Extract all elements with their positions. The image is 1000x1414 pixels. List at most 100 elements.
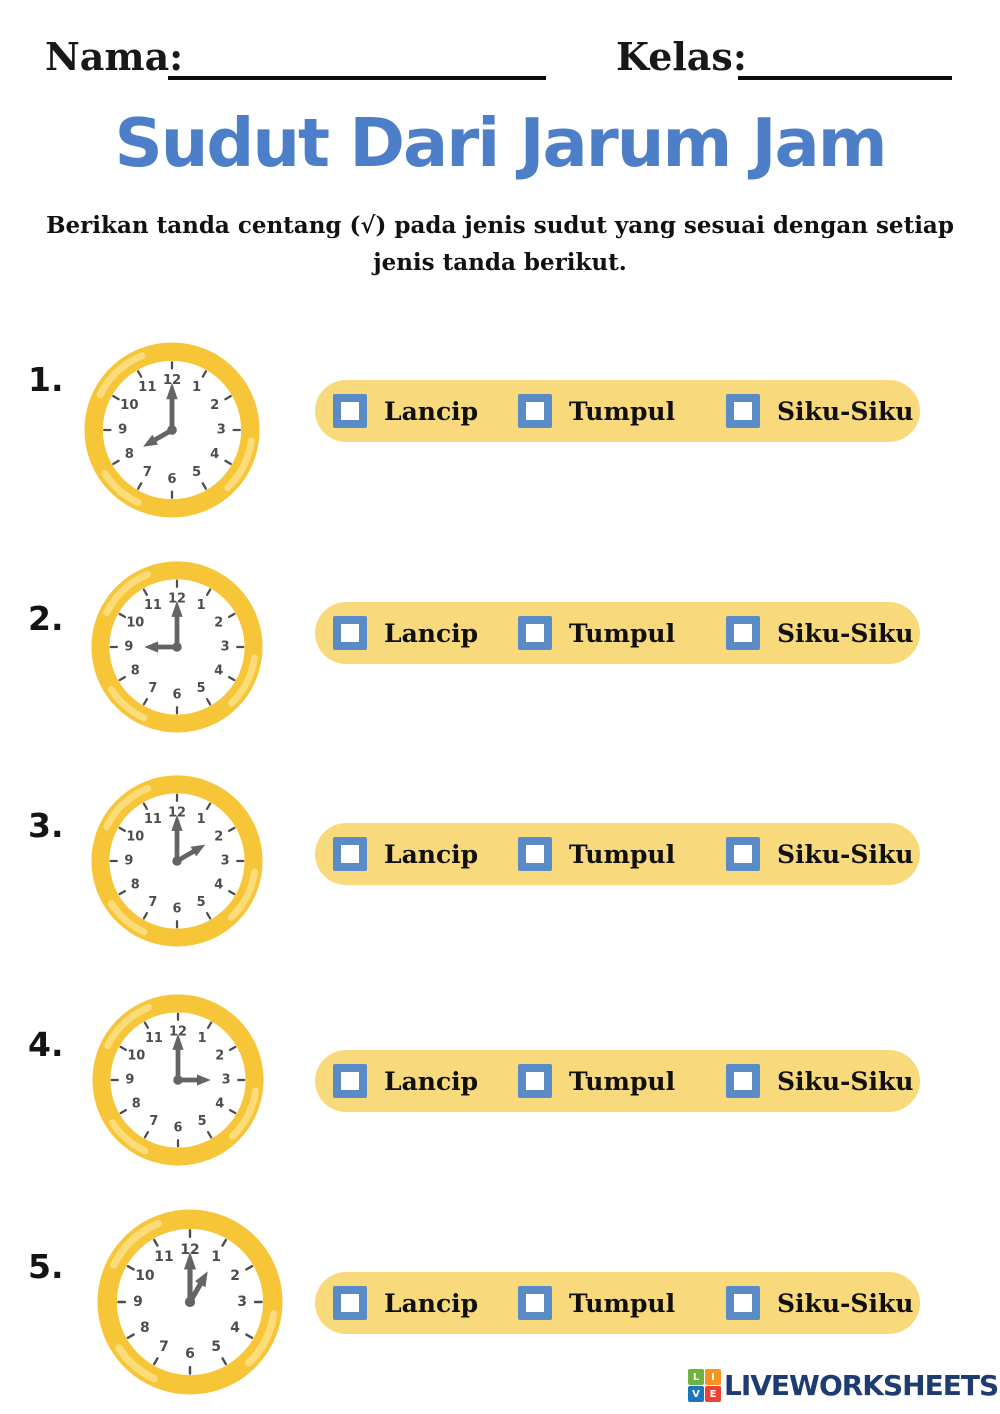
option-label-siku-siku: Siku-Siku: [777, 1066, 914, 1096]
instructions-line-1: Berikan tanda centang (√) pada jenis sud…: [46, 212, 954, 239]
question-row-5: 5. 1 2 3 4 5 6 7 8 9 10 11 12 Lancip Tumpul Siku-Si…: [0, 1209, 1000, 1414]
question-row-1: 1. 1 2 3 4 5 6 7 8 9 10 11 12 Lancip Tumpul Siku-Si…: [0, 342, 1000, 562]
option-lancip: Lancip: [333, 1050, 478, 1112]
option-siku-siku: Siku-Siku: [726, 602, 913, 664]
answer-bar-1: Lancip Tumpul Siku-Siku: [315, 380, 920, 442]
checkbox-lancip-q4[interactable]: [333, 1064, 367, 1098]
svg-text:10: 10: [126, 615, 144, 630]
question-number-3: 3.: [28, 806, 64, 845]
checkbox-siku-siku-q4[interactable]: [726, 1064, 760, 1098]
clock-2: 1 2 3 4 5 6 7 8 9 10 11 12: [91, 561, 263, 733]
option-tumpul: Tumpul: [518, 1272, 675, 1334]
svg-text:6: 6: [167, 472, 176, 487]
svg-text:3: 3: [221, 854, 230, 869]
answer-bar-3: Lancip Tumpul Siku-Siku: [315, 823, 920, 885]
answer-bar-4: Lancip Tumpul Siku-Siku: [315, 1050, 920, 1112]
checkbox-lancip-q5[interactable]: [333, 1286, 367, 1320]
checkbox-siku-siku-q3[interactable]: [726, 837, 760, 871]
option-label-tumpul: Tumpul: [569, 839, 676, 869]
svg-text:8: 8: [125, 447, 134, 462]
clock-3: 1 2 3 4 5 6 7 8 9 10 11 12: [91, 775, 263, 947]
svg-text:3: 3: [222, 1073, 231, 1088]
instructions: Berikan tanda centang (√) pada jenis sud…: [0, 208, 1000, 282]
checkbox-tumpul-q3[interactable]: [518, 837, 552, 871]
name-input-line[interactable]: [168, 76, 546, 80]
liveworksheets-logo-icon: L I V E: [688, 1369, 721, 1402]
svg-text:7: 7: [148, 681, 157, 696]
option-label-lancip: Lancip: [384, 839, 479, 869]
option-tumpul: Tumpul: [518, 602, 675, 664]
checkbox-lancip-q1[interactable]: [333, 394, 367, 428]
svg-text:2: 2: [210, 398, 219, 413]
svg-text:12: 12: [163, 373, 181, 388]
svg-text:10: 10: [126, 829, 144, 844]
svg-text:8: 8: [131, 664, 140, 679]
checkbox-siku-siku-q5[interactable]: [726, 1286, 760, 1320]
option-tumpul: Tumpul: [518, 380, 675, 442]
svg-text:1: 1: [197, 812, 206, 827]
checkbox-tumpul-q1[interactable]: [518, 394, 552, 428]
option-label-siku-siku: Siku-Siku: [777, 839, 914, 869]
svg-text:5: 5: [197, 681, 206, 696]
checkbox-tumpul-q2[interactable]: [518, 616, 552, 650]
svg-text:10: 10: [127, 1048, 145, 1063]
question-row-2: 2. 1 2 3 4 5 6 7 8 9 10 11 12 Lancip Tumpul Siku-Si…: [0, 561, 1000, 781]
checkbox-lancip-q3[interactable]: [333, 837, 367, 871]
option-lancip: Lancip: [333, 823, 478, 885]
svg-text:7: 7: [149, 1114, 158, 1129]
svg-text:8: 8: [140, 1320, 150, 1336]
checkbox-siku-siku-q2[interactable]: [726, 616, 760, 650]
svg-text:9: 9: [125, 1073, 134, 1088]
question-number-2: 2.: [28, 599, 64, 638]
logo-square-v: V: [688, 1386, 704, 1402]
svg-text:5: 5: [198, 1114, 207, 1129]
answer-bar-5: Lancip Tumpul Siku-Siku: [315, 1272, 920, 1334]
svg-text:8: 8: [131, 878, 140, 893]
instructions-line-2: jenis tanda berikut.: [373, 248, 627, 276]
svg-text:10: 10: [120, 398, 138, 413]
svg-text:3: 3: [217, 423, 226, 438]
option-siku-siku: Siku-Siku: [726, 380, 913, 442]
checkbox-siku-siku-q1[interactable]: [726, 394, 760, 428]
svg-text:4: 4: [214, 664, 223, 679]
option-lancip: Lancip: [333, 1272, 478, 1334]
logo-square-i: I: [705, 1369, 721, 1385]
checkbox-tumpul-q5[interactable]: [518, 1286, 552, 1320]
svg-text:5: 5: [192, 465, 201, 480]
svg-text:5: 5: [197, 895, 206, 910]
question-number-1: 1.: [28, 360, 64, 399]
name-label: Nama:: [45, 34, 184, 79]
option-lancip: Lancip: [333, 602, 478, 664]
option-label-lancip: Lancip: [384, 1066, 479, 1096]
checkbox-lancip-q2[interactable]: [333, 616, 367, 650]
svg-text:5: 5: [211, 1339, 221, 1355]
checkbox-tumpul-q4[interactable]: [518, 1064, 552, 1098]
svg-text:12: 12: [168, 591, 186, 606]
option-label-tumpul: Tumpul: [569, 396, 676, 426]
svg-text:9: 9: [124, 854, 133, 869]
svg-text:2: 2: [214, 615, 223, 630]
option-label-siku-siku: Siku-Siku: [777, 396, 914, 426]
svg-text:6: 6: [185, 1346, 195, 1362]
option-label-tumpul: Tumpul: [569, 1288, 676, 1318]
page-title: Sudut Dari Jarum Jam: [114, 104, 887, 182]
question-row-4: 4. 1 2 3 4 5 6 7 8 9 10 11 12 Lancip Tumpul Siku-Si…: [0, 994, 1000, 1214]
svg-text:12: 12: [180, 1242, 199, 1258]
svg-text:4: 4: [214, 878, 223, 893]
liveworksheets-brand: L I V E LIVEWORKSHEETS: [688, 1369, 999, 1402]
svg-text:4: 4: [215, 1097, 224, 1112]
svg-text:6: 6: [174, 1121, 183, 1136]
svg-text:7: 7: [159, 1339, 169, 1355]
svg-text:2: 2: [215, 1048, 224, 1063]
option-label-siku-siku: Siku-Siku: [777, 618, 914, 648]
svg-text:4: 4: [230, 1320, 240, 1336]
class-input-line[interactable]: [738, 76, 952, 80]
svg-text:11: 11: [138, 380, 156, 395]
svg-text:6: 6: [173, 688, 182, 703]
svg-text:1: 1: [197, 598, 206, 613]
svg-text:11: 11: [144, 812, 162, 827]
svg-text:1: 1: [198, 1031, 207, 1046]
svg-text:9: 9: [118, 423, 127, 438]
